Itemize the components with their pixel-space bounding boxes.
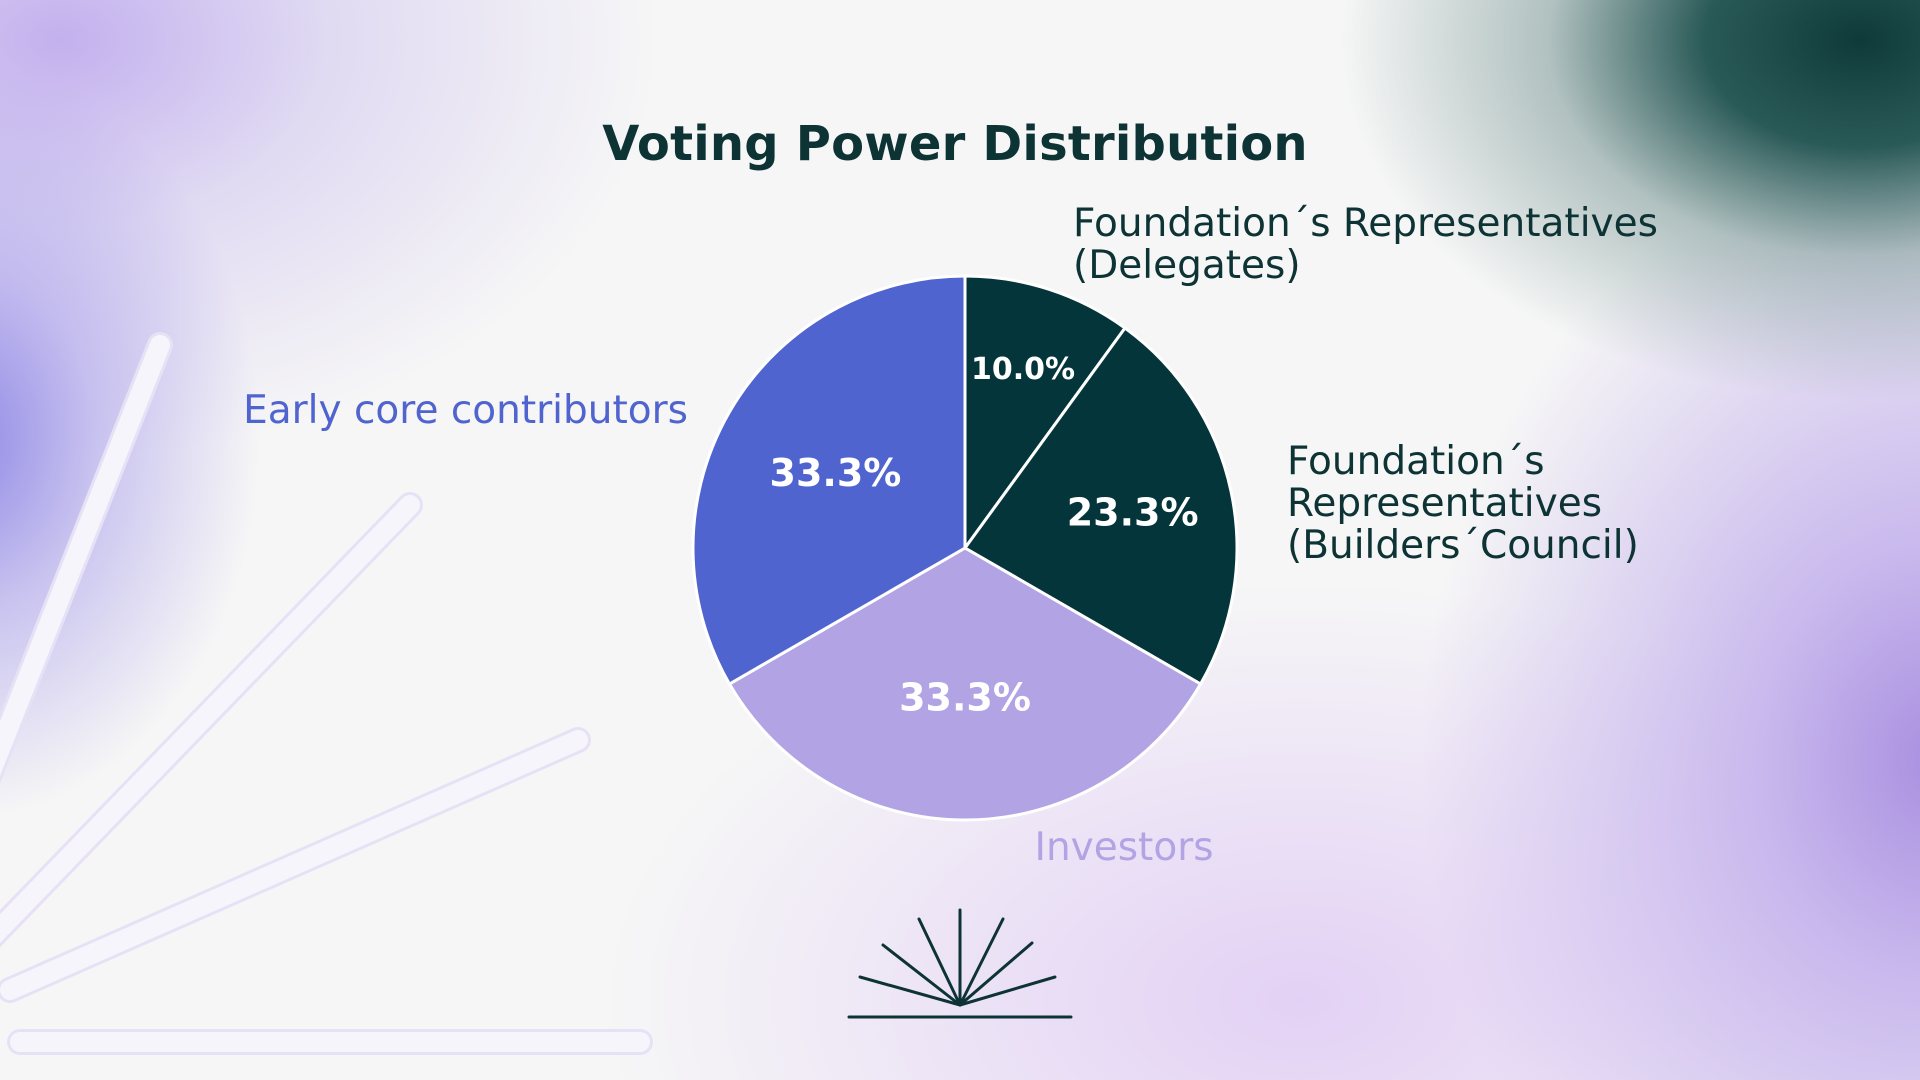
slice-category-label-line: Foundation´s Representatives: [1073, 201, 1658, 246]
slice-category-label-line: (Delegates): [1073, 243, 1301, 288]
slice-category-label-line: (Builders´Council): [1287, 523, 1639, 568]
pie-slice-1: [963, 274, 1127, 550]
pie-slice-4: [691, 274, 967, 686]
slice-category-label-line: Early core contributors: [243, 388, 688, 433]
sunrise-rays-icon: [847, 908, 1073, 1019]
slice-category-label-line: Representatives: [1287, 481, 1602, 526]
chart-title: Voting Power Distribution: [602, 116, 1308, 172]
slice-value-label-4: 33.3%: [770, 451, 902, 495]
slice-value-label-1: 10.0%: [971, 352, 1075, 387]
slice-category-label-line: Foundation´s: [1287, 439, 1545, 484]
pie-slice-2: [963, 326, 1239, 686]
slice-value-label-2: 23.3%: [1067, 490, 1199, 534]
slice-value-label-3: 33.3%: [899, 676, 1031, 720]
slice-category-label-1: Foundation´s Representatives (Delegates): [1073, 201, 1658, 288]
slice-category-label-4: Early core contributors: [243, 388, 688, 433]
slice-category-label-3: Investors: [1034, 825, 1213, 870]
slice-category-label-2: Foundation´s Representatives (Builders´Cou…: [1287, 439, 1639, 568]
slice-category-label-line: Investors: [1034, 825, 1213, 870]
